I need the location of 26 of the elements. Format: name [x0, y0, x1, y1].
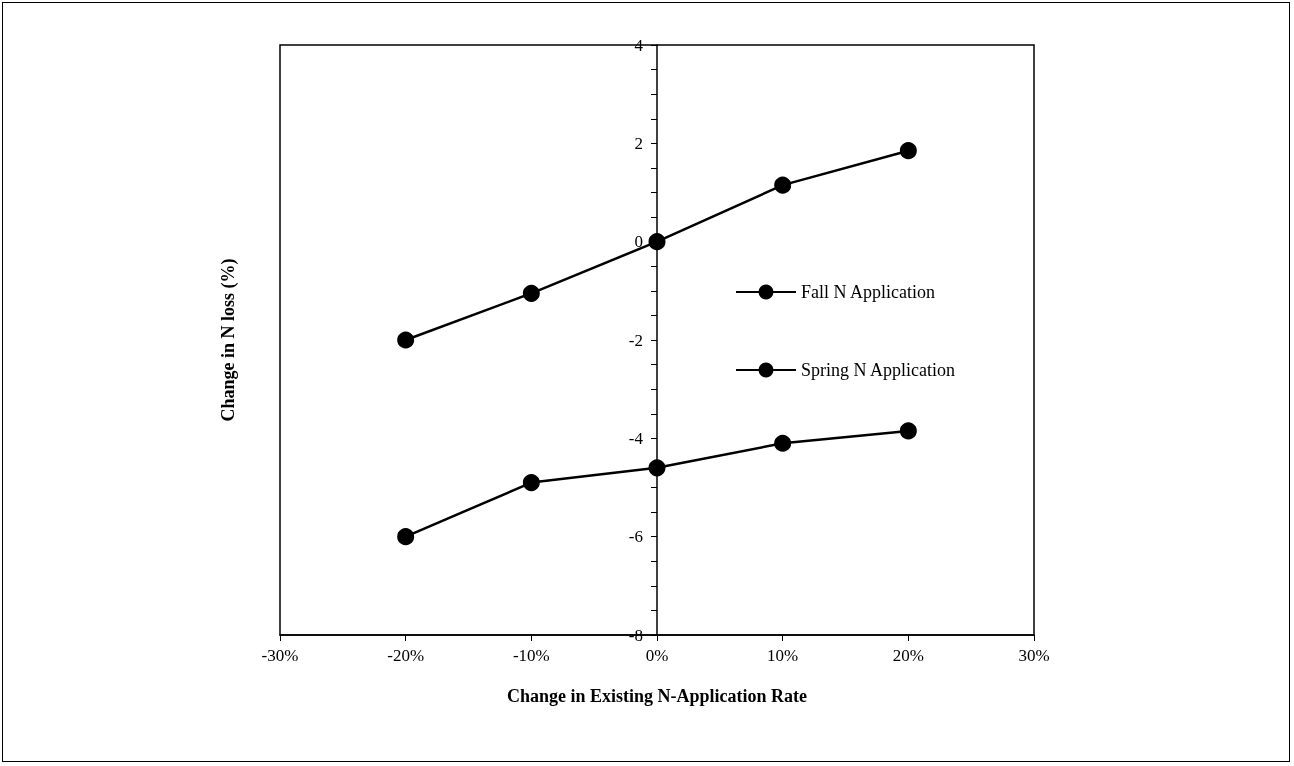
point: [522, 474, 540, 492]
y-axis-title: Change in N loss (%): [218, 258, 239, 422]
point: [522, 284, 540, 302]
x-tick-label: 20%: [892, 646, 924, 665]
y-tick-label: 2: [634, 133, 643, 153]
point: [774, 434, 792, 452]
x-axis-title: Change in Existing N-Application Rate: [506, 686, 808, 706]
y-tick-label: 0: [634, 232, 643, 252]
x-tick-label: 30%: [1018, 646, 1050, 665]
x-tick-label: -20%: [387, 646, 425, 665]
x-tick-label: 10%: [767, 646, 799, 665]
y-tick-label: -6: [628, 527, 643, 547]
point: [648, 459, 666, 477]
point: [899, 422, 917, 440]
x-tick-label: -30%: [261, 646, 299, 665]
point: [774, 176, 792, 194]
x-tick-label: -10%: [512, 646, 550, 665]
y-tick-label: -4: [628, 428, 644, 448]
legend-label: Fall N Application: [801, 282, 935, 302]
point: [397, 528, 415, 546]
point: [397, 331, 415, 349]
y-tick-label: -2: [628, 330, 643, 350]
x-tick-label: 0%: [645, 646, 669, 665]
legend-label: Spring N Application: [801, 360, 955, 380]
point: [899, 142, 917, 160]
point: [648, 233, 666, 251]
